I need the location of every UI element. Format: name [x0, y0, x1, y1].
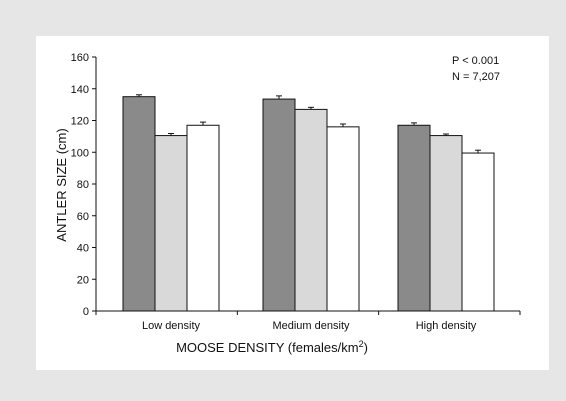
bar-medium-density-3	[326, 126, 360, 312]
y-tick-label-60: 60	[77, 211, 89, 223]
p-value-annotation: P < 0.001	[452, 55, 499, 67]
x-tick-label-high-density: High density	[416, 320, 477, 332]
y-tick-label-100: 100	[71, 147, 89, 159]
y-tick-label-0: 0	[83, 306, 89, 318]
x-axis-title-main: MOOSE DENSITY (females/km	[176, 340, 359, 355]
bar-high-density-2	[429, 135, 463, 312]
x-axis-title-close: )	[364, 340, 368, 355]
bar-low-density-3	[186, 124, 220, 312]
x-axis-title-superscript: 2	[359, 339, 364, 349]
y-tick-label-120: 120	[71, 116, 89, 128]
y-tick-label-160: 160	[71, 52, 89, 64]
bar-medium-density-2	[294, 108, 328, 312]
bar-high-density-1	[397, 124, 431, 312]
y-tick-label-140: 140	[71, 84, 89, 96]
error-bars	[136, 94, 481, 154]
bar-medium-density-1	[262, 98, 296, 312]
bar-low-density-1	[122, 96, 156, 312]
x-tick-label-medium-density: Medium density	[272, 320, 350, 332]
y-tick-label-80: 80	[77, 179, 89, 191]
bar-high-density-3	[461, 152, 495, 312]
x-tick-label-low-density: Low density	[142, 320, 201, 332]
n-annotation: N = 7,207	[452, 71, 500, 83]
y-tick-label-20: 20	[77, 274, 89, 286]
bars	[122, 96, 495, 312]
y-axis: 0 20 40 60 80 100 120 140 160	[71, 52, 97, 318]
x-axis-title: MOOSE DENSITY (females/km2)	[176, 339, 368, 355]
y-tick-label-40: 40	[77, 243, 89, 255]
y-axis-title: ANTLER SIZE (cm)	[54, 128, 69, 241]
bar-low-density-2	[154, 135, 188, 312]
